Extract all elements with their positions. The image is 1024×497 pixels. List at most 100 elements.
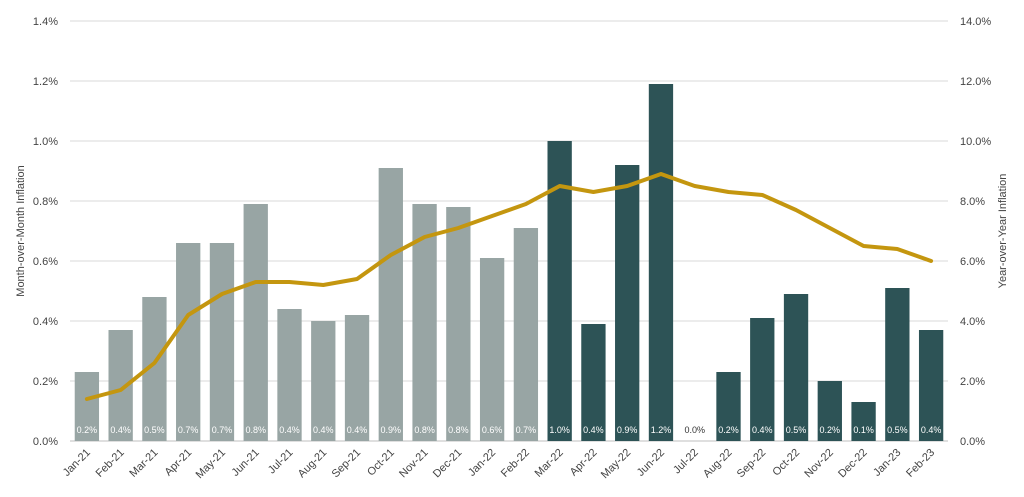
bar-data-label: 0.5% [887,425,908,435]
bar-data-label: 0.7% [516,425,537,435]
bar [615,165,640,441]
y-right-tick-label: 2.0% [960,376,985,388]
y-left-tick-label: 1.0% [33,136,58,148]
bar [378,168,403,441]
bar [277,309,302,441]
x-tick-label: Feb-23 [904,447,937,480]
y-right-tick-label: 10.0% [960,136,991,148]
bar-data-label: 1.2% [651,425,672,435]
bar-data-label: 0.4% [583,425,604,435]
y-right-tick-label: 4.0% [960,316,985,328]
x-tick-label: Jan-21 [61,447,93,479]
y-right-tick-label: 12.0% [960,76,991,88]
bar [311,321,336,441]
bar-data-label: 0.0% [684,425,705,435]
bar-data-label: 1.0% [549,425,570,435]
bar [243,204,268,441]
bar-data-label: 0.4% [110,425,131,435]
y-left-axis-title: Month-over-Month Inflation [15,165,27,296]
y-left-tick-label: 1.4% [33,16,58,28]
bar-labels: 0.2% 0.4% 0.5% 0.7% 0.7% 0.8% 0.4% 0.4% 0.4% 0.9%… [77,425,942,435]
bar-data-label: 0.4% [313,425,334,435]
x-tick-label: Jun-21 [230,447,262,479]
y-right-tick-label: 0.0% [960,436,985,448]
x-tick-label: Apr-21 [162,447,194,479]
bar-data-label: 0.2% [718,425,739,435]
bar-data-label: 0.7% [212,425,233,435]
bar-data-label: 0.5% [786,425,807,435]
x-tick-label: Sep-21 [330,447,364,481]
yoy-inflation-line [84,172,934,401]
y-right-tick-label: 8.0% [960,196,985,208]
x-tick-label: Apr-22 [568,447,600,479]
bar-data-label: 0.6% [482,425,503,435]
x-tick-label: Nov-22 [802,447,836,481]
x-tick-label: May-21 [194,447,228,481]
y-right-tick-label: 6.0% [960,256,985,268]
x-tick-label: Nov-21 [397,447,431,481]
bar [716,372,741,441]
x-ticks: Jan-21 Feb-21 Mar-21 Apr-21 May-21 Jun-21 Jul-… [61,447,938,481]
bar [918,330,944,441]
bars [74,84,944,441]
x-tick-label: Jul-21 [266,447,296,477]
bar [479,258,505,441]
x-tick-label: Jan-23 [871,447,903,479]
y-right-ticks: 0.0% 2.0% 4.0% 6.0% 8.0% 10.0% 12.0% 14.0% [960,16,991,448]
bar [750,318,775,441]
bar-data-label: 0.4% [921,425,942,435]
x-tick-label: Sep-22 [735,447,769,481]
x-tick-label: Feb-22 [499,447,532,480]
bar-data-label: 0.2% [77,425,98,435]
y-right-axis-title: Year-over-Year Inflation [997,174,1009,289]
gridlines [70,20,948,442]
bar [581,324,606,441]
x-tick-label: Jan-22 [466,447,498,479]
bar [513,228,539,441]
bar-data-label: 0.4% [347,425,368,435]
bar [885,288,910,441]
y-left-tick-label: 1.2% [33,76,58,88]
bar [209,243,235,441]
bar [851,402,876,441]
y-left-ticks: 0.0% 0.2% 0.4% 0.6% 0.8% 1.0% 1.2% 1.4% [33,16,58,448]
bar [783,294,809,441]
bar [648,84,674,441]
x-tick-label: Dec-22 [836,447,870,481]
bar-data-label: 0.9% [381,425,402,435]
x-tick-label: Feb-21 [94,447,127,480]
bar [817,381,842,441]
bar-data-label: 0.2% [820,425,841,435]
bar-data-label: 0.4% [752,425,773,435]
bar [446,207,471,441]
x-tick-label: Aug-22 [701,447,735,481]
bar-data-label: 0.4% [279,425,300,435]
y-left-tick-label: 0.8% [33,196,58,208]
x-tick-label: Mar-21 [127,447,160,480]
bar-data-label: 0.1% [853,425,874,435]
bar [344,315,370,441]
bar [176,243,201,441]
x-tick-label: Mar-22 [533,447,566,480]
bar [74,372,100,441]
y-left-tick-label: 0.0% [33,436,58,448]
x-tick-label: Jul-22 [671,447,701,477]
bar-data-label: 0.8% [245,425,266,435]
bar-data-label: 0.5% [144,425,165,435]
y-right-tick-label: 14.0% [960,16,991,28]
x-tick-label: May-22 [599,447,633,481]
bar-data-label: 0.7% [178,425,199,435]
y-left-tick-label: 0.2% [33,376,58,388]
x-tick-label: Jun-22 [635,447,667,479]
bar-data-label: 0.9% [617,425,638,435]
x-tick-label: Dec-21 [431,447,465,481]
x-tick-label: Oct-22 [770,447,802,479]
y-left-tick-label: 0.6% [33,256,58,268]
bar-data-label: 0.8% [448,425,469,435]
bar-data-label: 0.8% [414,425,435,435]
y-left-tick-label: 0.4% [33,316,58,328]
x-tick-label: Aug-21 [296,447,330,481]
x-tick-label: Oct-21 [365,447,397,479]
yoy-line-layer [84,172,934,401]
